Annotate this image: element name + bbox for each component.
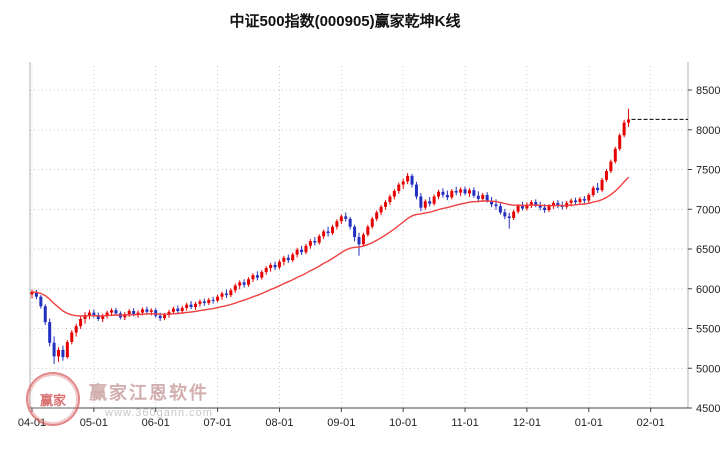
watermark-url: www.360gann.com [105, 406, 213, 419]
svg-text:8500: 8500 [696, 85, 720, 97]
svg-text:7000: 7000 [696, 204, 720, 216]
x-axis-labels: 04-01 05-01 06-01 07-01 08-01 09-01 10-01 11-01… [18, 408, 665, 429]
chart-title: 中证500指数(000905)赢家乾坤K线 [229, 13, 461, 30]
watermark-text: 赢家江恩软件 www.360gann.com [89, 372, 213, 419]
svg-text:08-01: 08-01 [265, 417, 293, 429]
svg-text:6000: 6000 [696, 284, 720, 296]
candles [30, 108, 631, 364]
watermark-brand: 赢家江恩软件 [89, 383, 209, 403]
svg-text:01-01: 01-01 [575, 417, 603, 429]
svg-text:12-01: 12-01 [513, 417, 541, 429]
svg-text:10-01: 10-01 [389, 417, 417, 429]
svg-text:09-01: 09-01 [327, 417, 355, 429]
svg-text:8000: 8000 [696, 125, 720, 137]
watermark: 赢家 赢家江恩软件 www.360gann.com [26, 372, 213, 426]
brand-logo-icon: 赢家 [26, 372, 80, 426]
brand-logo-text: 赢家 [39, 392, 66, 408]
svg-text:06-01: 06-01 [142, 417, 170, 429]
svg-text:7500: 7500 [696, 165, 720, 177]
ma-line [31, 176, 630, 317]
svg-text:02-01: 02-01 [637, 417, 665, 429]
svg-text:4500: 4500 [696, 403, 720, 415]
svg-text:6500: 6500 [696, 244, 720, 256]
svg-text:5000: 5000 [696, 363, 720, 375]
svg-text:5500: 5500 [696, 324, 720, 336]
svg-text:05-01: 05-01 [80, 417, 108, 429]
y-axis-labels: 4500 5000 5500 6000 6500 7000 7500 8000 8500 [688, 85, 720, 415]
svg-text:07-01: 07-01 [204, 417, 232, 429]
svg-text:11-01: 11-01 [451, 417, 478, 429]
